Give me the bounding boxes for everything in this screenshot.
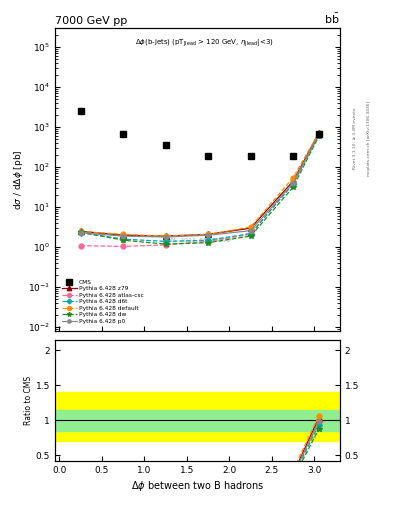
Line: CMS: CMS — [77, 108, 322, 159]
Pythia 6.428 z79 — [291, 178, 296, 184]
Pythia 6.428 d6t — [248, 230, 253, 237]
Pythia 6.428 z79 — [121, 232, 125, 238]
Pythia 6.428 dw — [78, 229, 83, 235]
Pythia 6.428 dw — [316, 133, 321, 139]
Pythia 6.428 dw — [121, 237, 125, 243]
Pythia 6.428 atlas-csc — [316, 132, 321, 138]
Pythia 6.428 d6t — [206, 237, 211, 243]
Pythia 6.428 default — [78, 228, 83, 234]
Pythia 6.428 d6t — [121, 236, 125, 242]
Text: mcplots.cern.ch [arXiv:1306.3436]: mcplots.cern.ch [arXiv:1306.3436] — [367, 101, 371, 176]
Pythia 6.428 default — [163, 233, 168, 239]
Bar — [55, 392, 340, 441]
Pythia 6.428 default — [206, 231, 211, 238]
Line: Pythia 6.428 atlas-csc: Pythia 6.428 atlas-csc — [78, 132, 321, 249]
Pythia 6.428 p0 — [206, 232, 211, 238]
Pythia 6.428 z79 — [316, 131, 321, 137]
Pythia 6.428 p0 — [78, 230, 83, 236]
X-axis label: $\Delta\phi$ between two B hadrons: $\Delta\phi$ between two B hadrons — [131, 479, 264, 493]
Pythia 6.428 dw — [163, 241, 168, 247]
Line: Pythia 6.428 p0: Pythia 6.428 p0 — [79, 132, 321, 239]
Pythia 6.428 p0 — [163, 234, 168, 240]
CMS — [206, 153, 211, 159]
CMS — [291, 153, 296, 159]
Pythia 6.428 atlas-csc — [163, 242, 168, 248]
Line: Pythia 6.428 dw: Pythia 6.428 dw — [78, 134, 321, 247]
Pythia 6.428 d6t — [316, 132, 321, 138]
Text: b$\bar{\text{b}}$: b$\bar{\text{b}}$ — [325, 12, 340, 26]
Line: Pythia 6.428 default: Pythia 6.428 default — [78, 131, 321, 239]
Pythia 6.428 dw — [206, 240, 211, 246]
Text: Rivet 3.1.10; ≥ 3.2M events: Rivet 3.1.10; ≥ 3.2M events — [353, 108, 357, 169]
CMS — [163, 142, 168, 148]
Pythia 6.428 d6t — [291, 181, 296, 187]
Pythia 6.428 atlas-csc — [291, 179, 296, 185]
Pythia 6.428 p0 — [121, 233, 125, 239]
Text: 7000 GeV pp: 7000 GeV pp — [55, 16, 127, 26]
CMS — [121, 131, 125, 137]
CMS — [248, 153, 253, 159]
Bar — [55, 410, 340, 431]
Pythia 6.428 z79 — [163, 233, 168, 239]
CMS — [78, 108, 83, 114]
Pythia 6.428 p0 — [316, 131, 321, 137]
Y-axis label: Ratio to CMS: Ratio to CMS — [24, 376, 33, 425]
Pythia 6.428 dw — [248, 233, 253, 239]
Pythia 6.428 atlas-csc — [248, 231, 253, 238]
Pythia 6.428 dw — [291, 184, 296, 190]
Pythia 6.428 atlas-csc — [121, 243, 125, 249]
Pythia 6.428 default — [316, 130, 321, 136]
Pythia 6.428 d6t — [163, 238, 168, 244]
Text: $\Delta\phi$(b-jets) (pT$_{\mathrm{Jlead}}$ > 120 GeV, $\eta_{\mathrm{Jlead}}$|<: $\Delta\phi$(b-jets) (pT$_{\mathrm{Jlead… — [135, 37, 274, 49]
Pythia 6.428 default — [248, 224, 253, 230]
Pythia 6.428 atlas-csc — [206, 238, 211, 244]
Pythia 6.428 p0 — [291, 180, 296, 186]
Pythia 6.428 atlas-csc — [78, 243, 83, 249]
Pythia 6.428 default — [121, 231, 125, 238]
Line: Pythia 6.428 z79: Pythia 6.428 z79 — [78, 131, 321, 239]
CMS — [316, 131, 321, 137]
Legend: CMS, Pythia 6.428 z79, Pythia 6.428 atlas-csc, Pythia 6.428 d6t, Pythia 6.428 de: CMS, Pythia 6.428 z79, Pythia 6.428 atla… — [61, 279, 145, 325]
Y-axis label: d$\sigma$ / d$\Delta\phi$ [pb]: d$\sigma$ / d$\Delta\phi$ [pb] — [12, 150, 25, 210]
Pythia 6.428 z79 — [206, 231, 211, 238]
Pythia 6.428 p0 — [248, 227, 253, 233]
Pythia 6.428 z79 — [248, 225, 253, 231]
Pythia 6.428 z79 — [78, 228, 83, 234]
Text: CMS_2011_S8973270: CMS_2011_S8973270 — [163, 238, 231, 243]
Pythia 6.428 default — [291, 175, 296, 181]
Pythia 6.428 d6t — [78, 230, 83, 236]
Line: Pythia 6.428 d6t: Pythia 6.428 d6t — [79, 133, 321, 244]
